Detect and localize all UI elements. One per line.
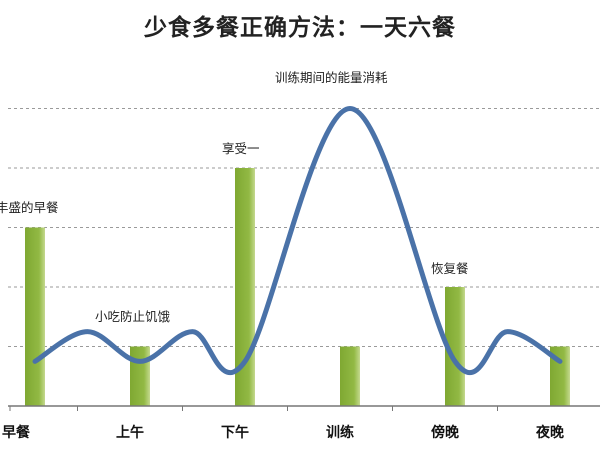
bar-3: [340, 346, 360, 406]
x-tick-label: 早餐: [2, 424, 31, 441]
x-tick-label: 夜晚: [535, 424, 564, 441]
x-tick-label: 下午: [221, 424, 249, 441]
annotations: 丰盛的早餐 小吃防止饥饿 享受一 训练期间的能量消耗 恢复餐: [0, 70, 469, 324]
x-axis: [8, 405, 600, 411]
energy-line: [32, 106, 563, 375]
bar-0: [25, 227, 45, 406]
energy-line-path: [32, 106, 563, 375]
annotation-snack: 小吃防止饥饿: [95, 309, 171, 324]
chart-title: 少食多餐正确方法：一天六餐: [144, 15, 456, 41]
annotation-breakfast: 丰盛的早餐: [0, 200, 59, 215]
x-tick-label: 上午: [116, 424, 144, 441]
bar-2: [235, 168, 255, 406]
bar-4: [445, 287, 465, 406]
x-tick-label: 傍晚: [431, 424, 459, 441]
annotation-training: 训练期间的能量消耗: [275, 70, 388, 85]
category-labels: 早餐 上午 下午 训练 傍晚 夜晚: [2, 424, 564, 441]
bar-5: [550, 346, 570, 406]
x-tick-label: 训练: [326, 424, 354, 441]
bar-1: [130, 346, 150, 406]
grid: [8, 108, 600, 347]
annotation-recovery: 恢复餐: [431, 261, 469, 276]
annotation-afternoon: 享受一: [222, 141, 260, 156]
